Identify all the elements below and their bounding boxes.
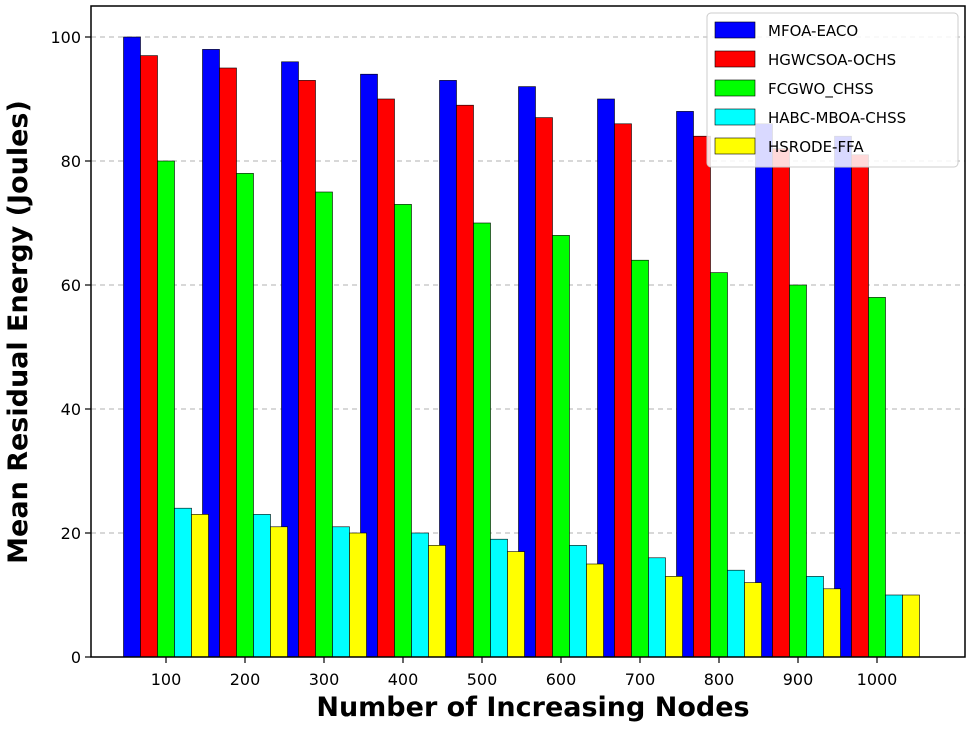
bar-hsrode-ffa-800 xyxy=(744,582,762,658)
x-tick-label: 100 xyxy=(151,670,182,689)
y-tick-label: 60 xyxy=(61,276,81,295)
bar-fcgwo-chss-400 xyxy=(394,204,412,658)
legend-entry-label: HGWCSOA-OCHS xyxy=(768,51,896,69)
x-tick-label: 600 xyxy=(546,670,577,689)
bar-hgwcsoa-ochs-800 xyxy=(693,135,711,658)
bar-mfoa-eaco-800 xyxy=(676,111,694,658)
bar-hgwcsoa-ochs-100 xyxy=(140,55,158,658)
legend-swatch xyxy=(714,50,756,68)
y-axis-title: Mean Residual Energy (Joules) xyxy=(3,100,34,564)
bar-habc-mboa-chss-800 xyxy=(727,569,745,658)
bar-hsrode-ffa-200 xyxy=(270,526,288,658)
bar-mfoa-eaco-100 xyxy=(123,36,141,658)
legend-swatch xyxy=(714,137,756,155)
bar-fcgwo-chss-1000 xyxy=(868,297,886,658)
legend-entry-label: HSRODE-FFA xyxy=(768,138,864,156)
bar-hsrode-ffa-1000 xyxy=(902,594,920,658)
x-tick-label: 800 xyxy=(704,670,735,689)
bar-fcgwo-chss-500 xyxy=(473,222,491,658)
bar-habc-mboa-chss-300 xyxy=(332,526,350,658)
x-tick-label: 200 xyxy=(230,670,261,689)
bar-habc-mboa-chss-500 xyxy=(490,538,508,658)
bars xyxy=(123,36,920,658)
x-tick-label: 300 xyxy=(309,670,340,689)
x-tick-label: 1000 xyxy=(857,670,898,689)
bar-hgwcsoa-ochs-300 xyxy=(298,80,316,658)
bar-habc-mboa-chss-400 xyxy=(411,532,429,658)
y-tick-label: 100 xyxy=(50,28,81,47)
y-tick-label: 80 xyxy=(61,152,81,171)
legend-swatch xyxy=(714,21,756,39)
legend-swatch xyxy=(714,79,756,97)
x-tick-label: 900 xyxy=(783,670,814,689)
bar-hgwcsoa-ochs-500 xyxy=(456,104,474,658)
bar-fcgwo-chss-100 xyxy=(157,160,175,658)
bar-hgwcsoa-ochs-900 xyxy=(772,148,790,658)
bar-habc-mboa-chss-700 xyxy=(648,557,666,658)
bar-fcgwo-chss-600 xyxy=(552,235,570,658)
legend-swatch xyxy=(714,108,756,126)
y-tick-label: 20 xyxy=(61,524,81,543)
bar-habc-mboa-chss-100 xyxy=(174,507,192,658)
x-axis: 100 200 300 400 500 600 700 800 900 1000 xyxy=(151,657,898,689)
legend-entry-label: HABC-MBOA-CHSS xyxy=(768,109,906,127)
bar-habc-mboa-chss-1000 xyxy=(885,594,903,658)
bar-hsrode-ffa-600 xyxy=(586,563,604,658)
x-tick-label: 400 xyxy=(388,670,419,689)
bar-hsrode-ffa-700 xyxy=(665,576,683,658)
bar-hgwcsoa-ochs-700 xyxy=(614,123,632,658)
bar-hsrode-ffa-900 xyxy=(823,588,841,658)
y-axis: 0 20 40 60 80 100 xyxy=(50,28,91,667)
bar-fcgwo-chss-200 xyxy=(236,173,254,658)
bar-hgwcsoa-ochs-200 xyxy=(219,67,237,658)
bar-mfoa-eaco-900 xyxy=(755,123,773,658)
bar-hgwcsoa-ochs-600 xyxy=(535,117,553,658)
bar-mfoa-eaco-1000 xyxy=(834,135,852,658)
legend-entry-label: MFOA-EACO xyxy=(768,22,858,40)
bar-fcgwo-chss-800 xyxy=(710,272,728,658)
legend[interactable]: MFOA-EACO HGWCSOA-OCHS FCGWO_CHSS HABC-MBOA… xyxy=(706,12,959,168)
y-tick-label: 0 xyxy=(71,648,81,667)
bar-hsrode-ffa-300 xyxy=(349,532,367,658)
y-tick-label: 40 xyxy=(61,400,81,419)
bar-hgwcsoa-ochs-1000 xyxy=(851,154,869,658)
bar-hsrode-ffa-400 xyxy=(428,545,446,658)
bar-hsrode-ffa-500 xyxy=(507,551,525,658)
legend-entry-label: FCGWO_CHSS xyxy=(768,80,874,99)
legend-box xyxy=(706,12,959,168)
bar-fcgwo-chss-700 xyxy=(631,259,649,658)
bar-fcgwo-chss-300 xyxy=(315,191,333,658)
bar-hgwcsoa-ochs-400 xyxy=(377,98,395,658)
x-tick-label: 500 xyxy=(467,670,498,689)
bar-habc-mboa-chss-600 xyxy=(569,545,587,658)
bar-fcgwo-chss-900 xyxy=(789,284,807,658)
plot-frame xyxy=(90,5,966,658)
bar-hsrode-ffa-100 xyxy=(191,514,209,658)
bar-habc-mboa-chss-200 xyxy=(253,514,271,658)
bar-habc-mboa-chss-900 xyxy=(806,576,824,658)
x-axis-title: Number of Increasing Nodes xyxy=(316,692,749,723)
x-tick-label: 700 xyxy=(625,670,656,689)
